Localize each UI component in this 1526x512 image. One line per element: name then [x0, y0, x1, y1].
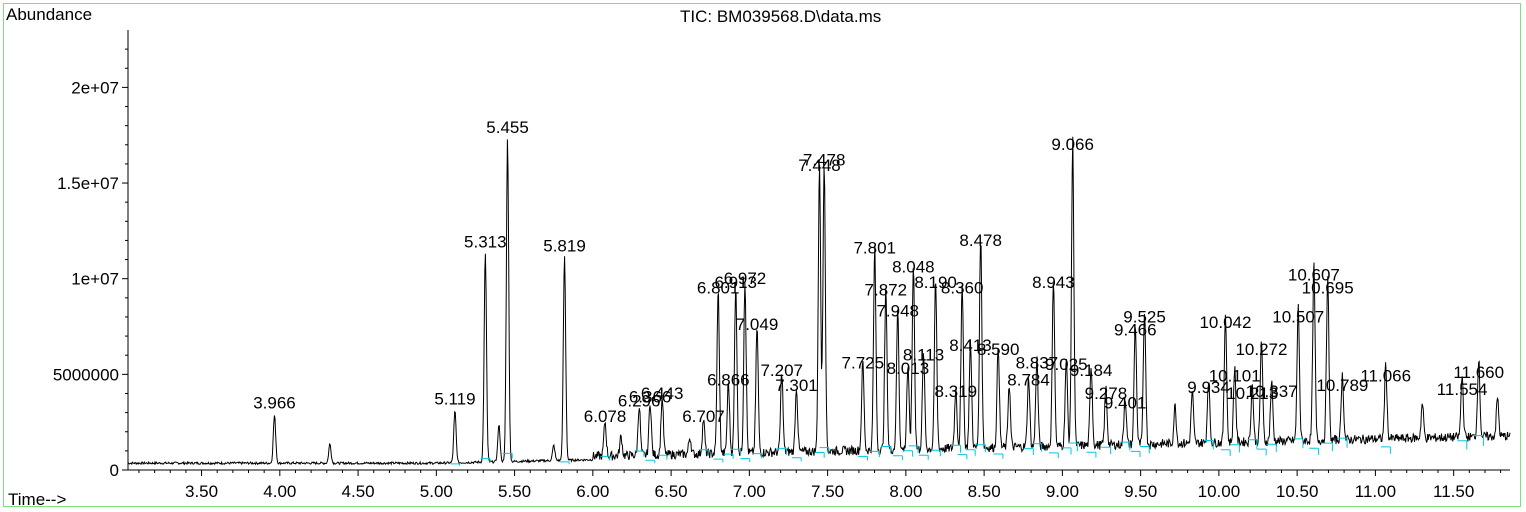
x-tick-label: 5.00	[420, 482, 453, 501]
peak-label: 11.066	[1360, 367, 1411, 386]
peak-label: 8.837	[1016, 353, 1059, 372]
x-tick-label: 3.50	[185, 482, 218, 501]
x-tick-label: 8.00	[889, 482, 922, 501]
peak-label: 8.319	[935, 382, 978, 401]
x-tick-label: 4.00	[263, 482, 296, 501]
peak-label: 7.448	[798, 156, 841, 175]
x-axis-label: Time-->	[8, 490, 67, 509]
peak-label: 8.590	[977, 340, 1020, 359]
x-tick-label: 6.00	[576, 482, 609, 501]
peak-label: 9.525	[1123, 307, 1166, 326]
peak-label: 8.048	[892, 258, 935, 277]
peak-label: 10.272	[1235, 340, 1287, 359]
x-tick-label: 11.00	[1355, 482, 1396, 501]
peak-label: 7.801	[853, 238, 896, 257]
peak-label: 9.466	[1114, 321, 1157, 340]
peak-label: 8.413	[949, 336, 992, 355]
peak-label: 6.078	[584, 407, 627, 426]
peak-label: 8.013	[887, 359, 930, 378]
peak-label: 7.478	[803, 150, 846, 169]
y-axis-label: Abundance	[6, 5, 93, 24]
peak-label: 8.478	[959, 231, 1002, 250]
peak-label: 10.042	[1199, 313, 1251, 332]
x-tick-label: 10.50	[1276, 482, 1319, 501]
x-tick-label: 10.00	[1198, 482, 1241, 501]
peak-label: 6.707	[682, 407, 725, 426]
peak-label: 6.913	[714, 273, 757, 292]
peak-label: 5.455	[486, 118, 529, 137]
peak-label: 9.278	[1085, 384, 1128, 403]
x-tick-label: 9.50	[1124, 482, 1157, 501]
peak-label: 6.972	[724, 269, 767, 288]
peak-label: 11.660	[1453, 363, 1504, 382]
peak-label: 3.966	[253, 393, 296, 412]
peak-label: 7.725	[842, 353, 885, 372]
peak-label: 6.443	[641, 384, 684, 403]
x-tick-label: 9.00	[1046, 482, 1079, 501]
peak-label: 6.801	[697, 279, 740, 298]
y-tick-label: 1.5e+07	[57, 174, 119, 193]
peak-label: 8.360	[941, 279, 984, 298]
peak-label: 10.607	[1288, 265, 1340, 284]
peak-label: 11.554	[1437, 380, 1488, 399]
peak-label: 5.119	[434, 390, 475, 409]
peak-label: 7.948	[876, 302, 919, 321]
y-tick-label: 5000000	[53, 365, 119, 384]
chart-title: TIC: BM039568.D\data.ms	[680, 7, 882, 26]
x-tick-label: 8.50	[968, 482, 1001, 501]
peak-label: 10.695	[1302, 279, 1354, 298]
peak-label: 10.789	[1316, 376, 1368, 395]
peak-label: 7.049	[736, 315, 779, 334]
x-tick-label: 6.50	[655, 482, 688, 501]
peak-label: 6.296	[618, 392, 661, 411]
peak-label: 9.184	[1070, 361, 1113, 380]
peak-label: 8.113	[903, 346, 944, 365]
peak-label: 8.784	[1007, 370, 1050, 389]
peak-label: 5.313	[464, 233, 507, 252]
peak-label: 6.366	[629, 388, 672, 407]
peak-label: 10.213	[1226, 384, 1278, 403]
y-tick-label: 2e+07	[71, 78, 119, 97]
y-tick-label: 1e+07	[71, 270, 119, 289]
peak-label: 9.934	[1187, 378, 1230, 397]
x-tick-label: 11.50	[1433, 482, 1474, 501]
peak-label: 9.401	[1104, 393, 1147, 412]
peak-label: 7.872	[865, 281, 908, 300]
peak-label: 8.190	[914, 273, 957, 292]
peak-label: 9.066	[1051, 135, 1094, 154]
peak-label: 6.866	[707, 370, 750, 389]
peak-label: 7.207	[760, 361, 803, 380]
chart-frame	[3, 3, 1521, 507]
peak-label: 10.507	[1272, 307, 1324, 326]
peak-label: 5.819	[543, 237, 586, 256]
x-tick-label: 5.50	[498, 482, 531, 501]
integration-baseline	[450, 435, 1484, 466]
peak-label: 7.301	[775, 376, 818, 395]
tic-trace	[127, 136, 1511, 466]
peak-label: 10.337	[1246, 382, 1298, 401]
peak-label: 10.101	[1209, 367, 1261, 386]
x-tick-label: 7.50	[811, 482, 844, 501]
x-tick-label: 7.00	[733, 482, 766, 501]
peak-label: 9.025	[1045, 355, 1088, 374]
y-tick-label: 0	[110, 461, 119, 480]
x-tick-label: 4.50	[342, 482, 375, 501]
peak-label: 8.943	[1032, 273, 1075, 292]
